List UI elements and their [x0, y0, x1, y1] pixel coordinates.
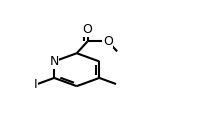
- Text: I: I: [33, 78, 37, 91]
- Text: N: N: [49, 55, 59, 68]
- Text: O: O: [83, 23, 93, 36]
- Text: O: O: [103, 35, 113, 48]
